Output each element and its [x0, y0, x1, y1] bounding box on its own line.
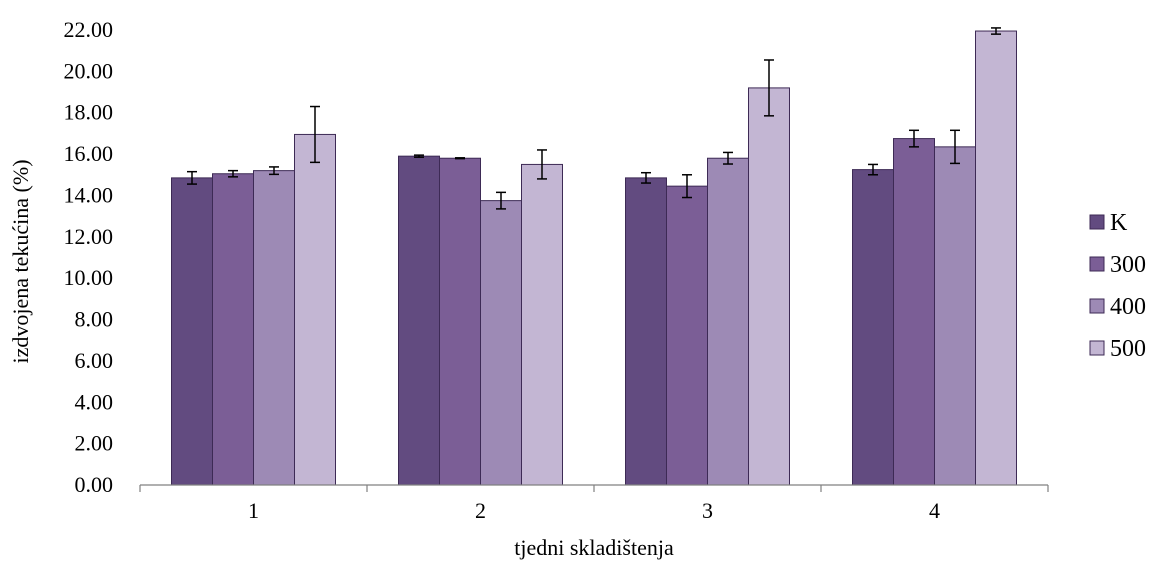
- legend-label: 300: [1110, 252, 1146, 278]
- bar-week1-500: [294, 133, 336, 486]
- y-tick-label: 20.00: [64, 58, 114, 83]
- legend-label: K: [1110, 210, 1128, 236]
- bar-week3-400: [707, 157, 749, 486]
- y-tick-label: 8.00: [75, 307, 114, 332]
- error-bars-group: [187, 27, 1001, 210]
- bar-week1-300: [212, 173, 254, 486]
- legend-item-500: 500: [1089, 336, 1146, 362]
- bar-week2-500: [521, 163, 563, 486]
- error-bar: [868, 163, 878, 176]
- error-bar: [269, 166, 279, 176]
- x-tick-label: 4: [929, 498, 940, 523]
- y-axis-ticks: 0.00 2.00 4.00 6.00 8.00 10.00 12.00 14.00 16.00…: [64, 17, 114, 497]
- x-tick-label: 2: [475, 498, 486, 523]
- bar-week2-K: [398, 155, 440, 486]
- bar-week3-K: [625, 177, 667, 486]
- error-bar: [310, 105, 320, 164]
- error-bar: [764, 59, 774, 117]
- bar-week3-300: [666, 185, 708, 486]
- legend-label: 500: [1110, 336, 1146, 362]
- y-tick-label: 4.00: [75, 389, 114, 414]
- legend-swatch: [1089, 340, 1105, 356]
- legend-swatch: [1089, 298, 1105, 314]
- error-bar: [537, 149, 547, 180]
- bar-week2-300: [439, 157, 481, 486]
- y-tick-label: 12.00: [64, 224, 114, 249]
- error-bar: [455, 157, 465, 160]
- y-tick-label: 14.00: [64, 182, 114, 207]
- error-bar: [641, 171, 651, 184]
- error-bar: [496, 191, 506, 210]
- bar-week4-400: [934, 146, 976, 486]
- y-tick-label: 18.00: [64, 100, 114, 125]
- x-axis-ticks: 1 2 3 4: [139, 485, 1049, 523]
- error-bar: [228, 169, 238, 178]
- y-tick-label: 22.00: [64, 17, 114, 42]
- error-bar: [909, 129, 919, 148]
- error-bar: [950, 129, 960, 165]
- y-tick-label: 2.00: [75, 431, 114, 456]
- error-bar: [414, 154, 424, 158]
- x-axis-title: tjedni skladištenja: [514, 535, 674, 560]
- error-bar: [682, 174, 692, 199]
- bar-week4-500: [975, 30, 1017, 486]
- y-axis-title: izdvojena tekućina (%): [8, 159, 33, 363]
- bar-week4-K: [852, 169, 894, 486]
- legend-swatch: [1089, 256, 1105, 272]
- bar-week3-500: [748, 87, 790, 486]
- bars-group: [171, 30, 1017, 486]
- error-bar: [723, 151, 733, 165]
- legend-label: 400: [1110, 294, 1146, 320]
- bar-week4-300: [893, 138, 935, 486]
- legend: K 300 400 500: [1089, 210, 1146, 362]
- bar-week1-400: [253, 170, 295, 486]
- y-tick-label: 0.00: [75, 472, 114, 497]
- legend-item-K: K: [1089, 210, 1128, 236]
- y-tick-label: 16.00: [64, 141, 114, 166]
- x-tick-label: 3: [702, 498, 713, 523]
- y-tick-label: 6.00: [75, 348, 114, 373]
- legend-swatch: [1089, 214, 1105, 230]
- bar-week2-400: [480, 200, 522, 486]
- error-bar: [991, 27, 1001, 35]
- legend-item-300: 300: [1089, 252, 1146, 278]
- error-bar: [187, 170, 197, 185]
- bar-week1-K: [171, 177, 213, 486]
- legend-item-400: 400: [1089, 294, 1146, 320]
- x-tick-label: 1: [248, 498, 259, 523]
- y-tick-label: 10.00: [64, 265, 114, 290]
